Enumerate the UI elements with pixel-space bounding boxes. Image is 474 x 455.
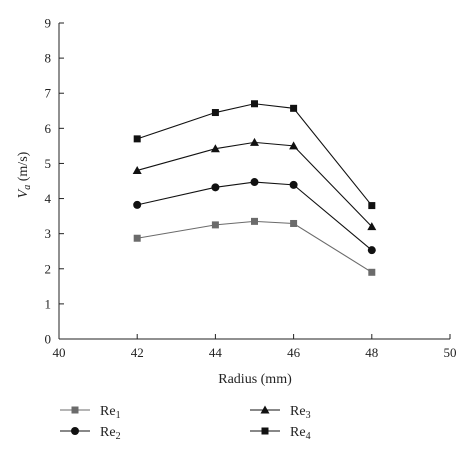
series-line xyxy=(137,220,373,273)
series-line xyxy=(137,181,373,251)
series-group xyxy=(132,100,377,276)
series-re4 xyxy=(133,100,376,210)
y-axis-title-sub: a xyxy=(22,185,33,190)
data-point xyxy=(367,222,377,231)
legend-item-re2: Re2 xyxy=(60,425,121,442)
x-axis-title: Radius (mm) xyxy=(218,372,292,387)
y-axis-title-main: V xyxy=(16,188,31,198)
data-point xyxy=(251,100,258,108)
data-point xyxy=(132,165,142,174)
y-axis-title: Va (m/s) xyxy=(16,151,33,198)
data-point xyxy=(251,217,258,225)
y-tick-label: 3 xyxy=(45,226,52,241)
legend-item-re1: Re1 xyxy=(60,404,121,421)
y-tick-label: 5 xyxy=(45,156,52,171)
data-point xyxy=(211,221,219,229)
data-point xyxy=(290,104,298,112)
legend-marker xyxy=(261,427,269,435)
x-tick-label: 46 xyxy=(287,345,301,360)
y-tick-label: 8 xyxy=(45,51,52,66)
legend: Re1 Re2 Re3 Re4 xyxy=(60,404,311,442)
data-point xyxy=(211,183,220,192)
data-point xyxy=(289,141,299,150)
legend-item-re3: Re3 xyxy=(250,404,311,421)
legend-label: Re4 xyxy=(290,425,311,442)
data-point xyxy=(367,246,376,255)
axes xyxy=(58,23,450,340)
legend-label: Re1 xyxy=(100,404,121,421)
x-tick-label: 44 xyxy=(209,345,223,360)
y-tick-label: 4 xyxy=(45,191,52,206)
legend-marker xyxy=(71,427,79,435)
data-point xyxy=(211,109,219,117)
y-tick-label: 2 xyxy=(45,261,52,276)
data-point xyxy=(290,219,298,227)
series-re3 xyxy=(132,137,377,231)
y-tick-label: 9 xyxy=(45,16,52,31)
data-point xyxy=(250,178,259,187)
data-point xyxy=(368,202,376,210)
series-re2 xyxy=(133,178,376,255)
y-tick-label: 1 xyxy=(45,296,52,311)
legend-item-re4: Re4 xyxy=(250,425,311,442)
y-tick-label: 0 xyxy=(45,332,52,347)
x-tick-label: 50 xyxy=(444,345,457,360)
y-tick-label: 6 xyxy=(45,121,52,136)
data-point xyxy=(250,137,259,146)
ticks: 0 1 2 3 4 5 6 7 8 9 40 42 44 46 48 50 xyxy=(45,16,457,361)
data-point xyxy=(210,144,220,153)
data-point xyxy=(133,135,141,143)
series-re1 xyxy=(133,217,376,276)
legend-marker xyxy=(260,405,270,414)
y-tick-label: 7 xyxy=(45,86,52,101)
data-point xyxy=(289,180,298,189)
x-tick-label: 40 xyxy=(53,345,66,360)
x-tick-label: 48 xyxy=(365,345,378,360)
data-point xyxy=(368,268,376,276)
x-tick-label: 42 xyxy=(131,345,144,360)
data-point xyxy=(133,200,142,209)
legend-label: Re3 xyxy=(290,404,311,421)
legend-marker xyxy=(71,406,79,414)
legend-label: Re2 xyxy=(100,425,121,442)
y-axis-title-unit: (m/s) xyxy=(16,151,31,184)
data-point xyxy=(133,234,141,242)
